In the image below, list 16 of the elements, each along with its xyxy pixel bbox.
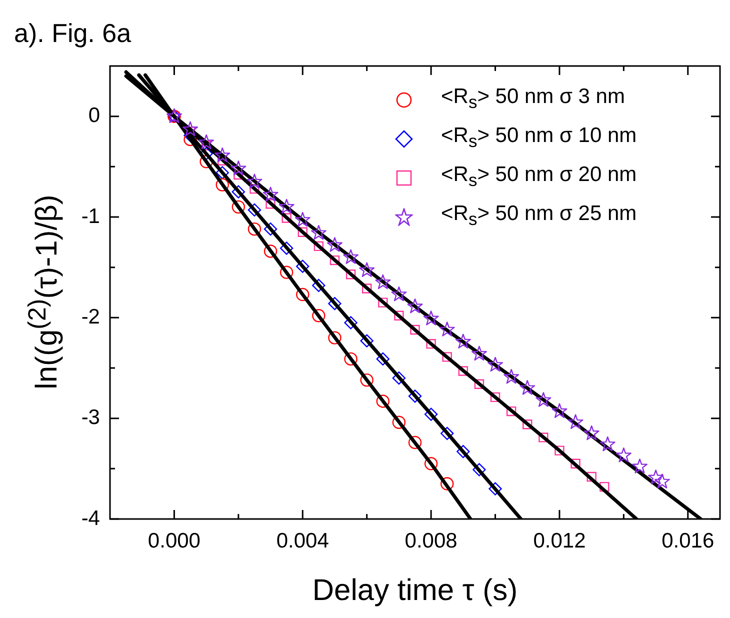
y-tick-label: -1 [81, 204, 100, 228]
chart-title: a). Fig. 6a [14, 18, 132, 49]
y-tick-label: -3 [81, 406, 100, 430]
legend-label: <R$_{s}$> 50 nm σ 10 nm [441, 124, 637, 153]
x-tick-label: 0.008 [404, 529, 458, 552]
x-tick-label: 0.012 [533, 529, 586, 552]
x-axis-title: Delay time τ (s) [311, 574, 519, 608]
legend-label: <R$_{s}$> 50 nm σ 3 nm [441, 85, 625, 114]
legend-label: <R$_{s}$> 50 nm σ 25 nm [441, 202, 637, 231]
y-tick-label: 0 [88, 104, 100, 128]
x-tick-label: 0.016 [662, 529, 714, 552]
x-tick-label: 0.004 [276, 529, 330, 552]
y-tick-label: -4 [81, 506, 100, 530]
legend-label: <R$_{s}$> 50 nm σ 20 nm [441, 163, 637, 192]
x-tick-label: 0.000 [148, 529, 200, 552]
y-tick-label: -2 [81, 305, 100, 328]
